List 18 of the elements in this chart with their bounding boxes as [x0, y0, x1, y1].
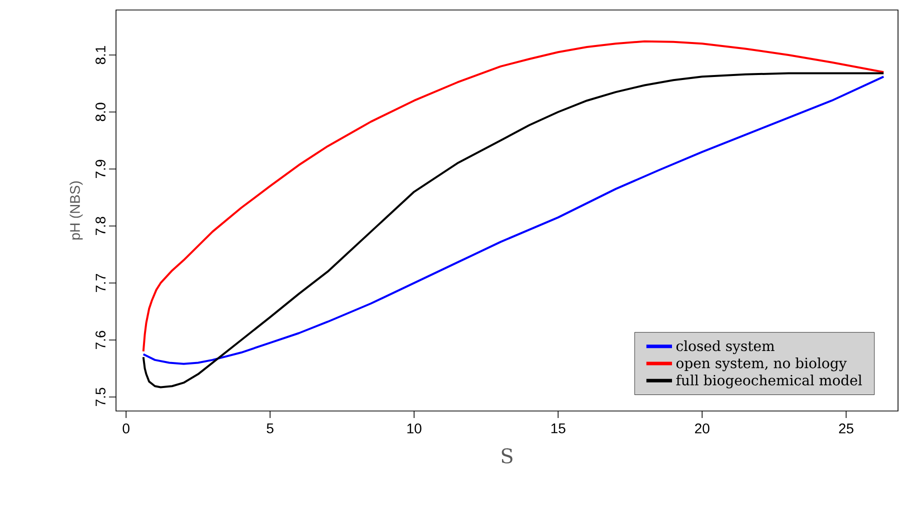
y-tick-label: 7.7 — [96, 274, 106, 292]
y-tick-label: 8.0 — [96, 102, 106, 122]
legend-label: full biogeochemical model — [676, 374, 862, 388]
x-tick-label: 25 — [839, 424, 854, 434]
y-tick-label: 8.1 — [96, 46, 106, 64]
y-axis-title: pH (NBS) — [70, 181, 83, 240]
x-tick-label: 15 — [551, 424, 566, 434]
x-axis-title: S — [502, 448, 512, 464]
legend-label: closed system — [676, 340, 774, 354]
legend-label: open system, no biology — [676, 357, 847, 372]
y-tick-label: 7.8 — [96, 216, 106, 235]
y-tick-label: 7.9 — [96, 160, 106, 178]
y-tick-label: 7.6 — [96, 330, 106, 349]
x-tick-label: 20 — [695, 424, 710, 434]
x-tick-label: 10 — [407, 424, 422, 434]
y-tick-label: 7.5 — [96, 388, 106, 406]
x-tick-label: 0 — [122, 424, 130, 434]
x-tick-label: 5 — [266, 424, 274, 434]
